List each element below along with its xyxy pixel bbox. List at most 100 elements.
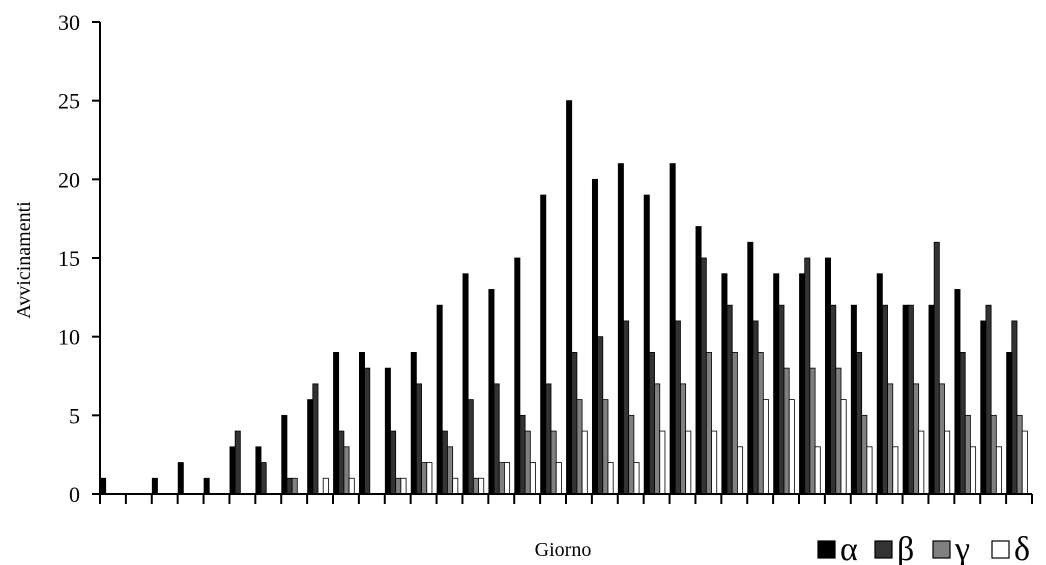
bar-series1 [954,289,961,495]
bar-series1 [799,273,806,495]
bar-series3 [913,383,920,495]
bars-layer [100,100,1028,495]
legend: α β γ δ [817,531,1030,565]
bar-series3 [447,446,454,495]
bar-series3 [421,462,428,495]
bar-series3 [783,367,790,495]
bar-series1 [721,273,728,495]
bar-series3 [964,414,971,495]
bar-series4 [607,462,614,495]
bar-series4 [892,446,899,495]
bar-series3 [472,477,479,495]
bar-series2 [752,320,759,495]
bar-series3 [343,446,350,495]
bar-series1 [255,446,262,495]
bar-series2 [726,304,733,495]
bar-series4 [633,462,640,495]
legend-label: α [840,531,858,565]
bar-series1 [850,304,857,495]
bar-series2 [907,304,914,495]
bar-series4 [322,477,329,495]
y-tick-label: 10 [58,325,80,350]
bar-series3 [524,430,531,495]
y-tick-label: 30 [58,10,80,35]
bar-series1 [773,273,780,495]
bar-series1 [980,320,987,495]
legend-swatch [991,540,1010,559]
bar-series3 [498,462,505,495]
bar-series4 [970,446,977,495]
bar-series4 [918,430,925,495]
bar-series4 [814,446,821,495]
bar-series4 [1021,430,1028,495]
bar-series2 [312,383,319,495]
bar-series3 [731,351,738,495]
bar-series1 [281,414,288,495]
bar-series2 [571,351,578,495]
bar-series2 [856,351,863,495]
legend-swatch [932,540,951,559]
bar-series1 [902,304,909,495]
bar-series3 [809,367,816,495]
bar-series4 [581,430,588,495]
bar-series1 [928,304,935,495]
bar-series2 [260,462,267,495]
bar-series2 [467,399,474,495]
bar-series4 [840,399,847,495]
y-axis-title: Avvicinamenti [13,201,35,319]
bar-series3 [1016,414,1023,495]
bar-series1 [540,194,547,495]
bar-series4 [659,430,666,495]
bar-series1 [591,178,598,495]
bar-series2 [493,383,500,495]
bar-series3 [705,351,712,495]
bar-series3 [887,383,894,495]
bar-series1 [410,351,417,495]
bar-series1 [695,226,702,495]
y-tick-label: 0 [69,482,80,507]
bar-series1 [333,351,340,495]
bar-series1 [229,446,236,495]
legend-label: β [897,531,914,565]
bar-series2 [959,351,966,495]
bar-series1 [307,399,314,495]
bar-series2 [700,257,707,495]
x-axis-ticks [99,494,1033,504]
bar-series3 [757,351,764,495]
bar-series2 [648,351,655,495]
bar-series3 [990,414,997,495]
bar-series3 [576,399,583,495]
bar-series1 [824,257,831,495]
y-tick-label: 5 [69,403,80,428]
bar-series4 [685,430,692,495]
bar-series4 [555,462,562,495]
bar-series3 [861,414,868,495]
bar-series3 [938,383,945,495]
legend-swatch [874,540,893,559]
bar-series2 [830,304,837,495]
bar-series4 [529,462,536,495]
bar-series2 [441,430,448,495]
bar-series4 [400,477,407,495]
bar-series1 [876,273,883,495]
bar-series1 [617,163,624,495]
legend-swatch [817,540,836,559]
bar-series2 [364,367,371,495]
bar-series1 [1006,351,1013,495]
bar-series2 [881,304,888,495]
legend-label: δ [1014,531,1030,565]
bar-series4 [866,446,873,495]
bar-series2 [623,320,630,495]
bar-series1 [436,304,443,495]
bar-series3 [680,383,687,495]
bar-series2 [597,336,604,495]
bar-series2 [985,304,992,495]
bar-series3 [602,399,609,495]
bar-series2 [390,430,397,495]
bar-series4 [426,462,433,495]
bar-series3 [654,383,661,495]
bar-series3 [395,477,402,495]
y-axis-ticks: 0 5 10 15 20 25 30 [58,10,100,507]
bar-series1 [384,367,391,495]
